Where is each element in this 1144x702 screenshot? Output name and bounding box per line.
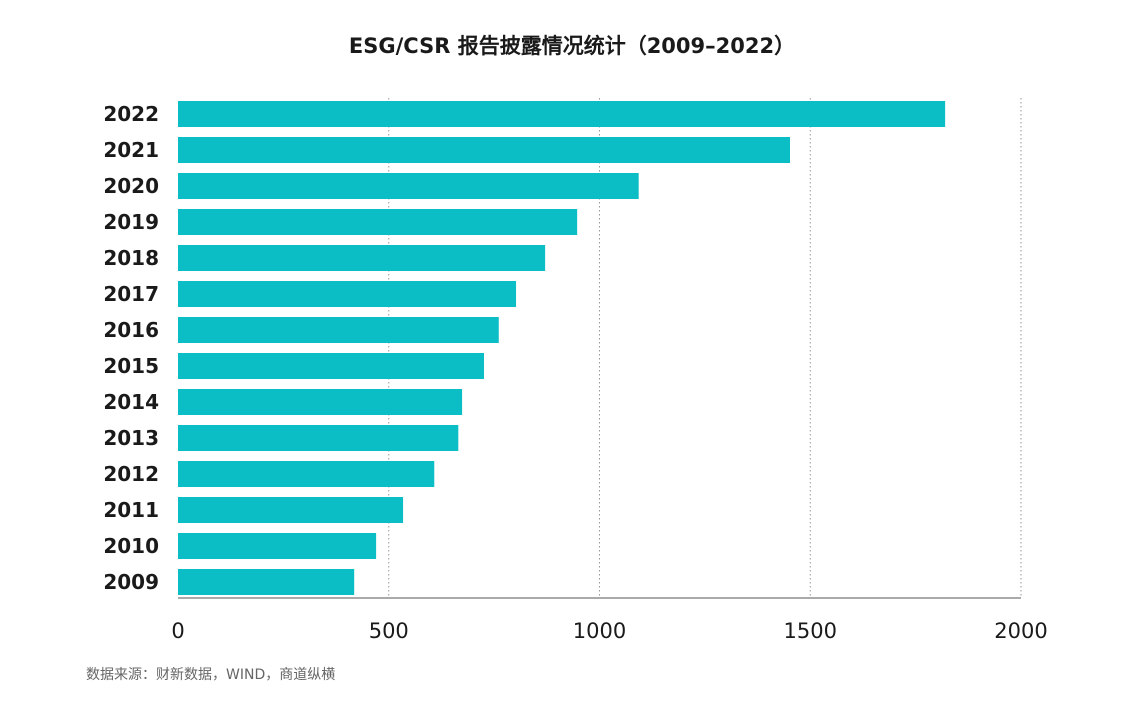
x-tick-label-1500: 1500 [784,619,837,643]
bar-chart: 0 500 1000 1500 2000 2022 2021 2020 2019 2018 201… [103,98,1048,643]
bar-2011 [178,497,404,523]
x-tick-label-2000: 2000 [994,619,1047,643]
source-note: 数据来源：财新数据，WIND，商道纵横 [86,667,336,683]
category-label-2021: 2021 [103,138,159,162]
x-tick-label-1000: 1000 [573,619,626,643]
category-label-2016: 2016 [103,318,159,342]
category-label-2019: 2019 [103,210,159,234]
category-label-2009: 2009 [103,570,159,594]
bar-2013 [178,425,459,451]
bar-2012 [178,461,435,487]
bar-2021 [178,137,791,163]
y-axis-categories: 2022 2021 2020 2019 2018 2017 2016 2015 2014 2013… [103,102,159,594]
chart-title: ESG/CSR 报告披露情况统计（2009–2022） [348,34,796,58]
category-label-2020: 2020 [103,174,159,198]
category-label-2013: 2013 [103,426,159,450]
bar-2020 [178,173,639,199]
bar-2018 [178,245,546,271]
bars [178,101,946,595]
category-label-2011: 2011 [103,498,159,522]
bar-2019 [178,209,578,235]
bar-2009 [178,569,355,595]
bar-2014 [178,389,463,415]
category-label-2022: 2022 [103,102,159,126]
x-axis-ticks: 0 500 1000 1500 2000 [171,619,1047,643]
x-tick-label-0: 0 [171,619,184,643]
bar-2022 [178,101,946,127]
bar-2010 [178,533,377,559]
bar-2017 [178,281,517,307]
category-label-2015: 2015 [103,354,159,378]
category-label-2017: 2017 [103,282,159,306]
category-label-2012: 2012 [103,462,159,486]
category-label-2014: 2014 [103,390,159,414]
x-tick-label-500: 500 [369,619,409,643]
category-label-2018: 2018 [103,246,159,270]
bar-2016 [178,317,499,343]
category-label-2010: 2010 [103,534,159,558]
bar-2015 [178,353,485,379]
